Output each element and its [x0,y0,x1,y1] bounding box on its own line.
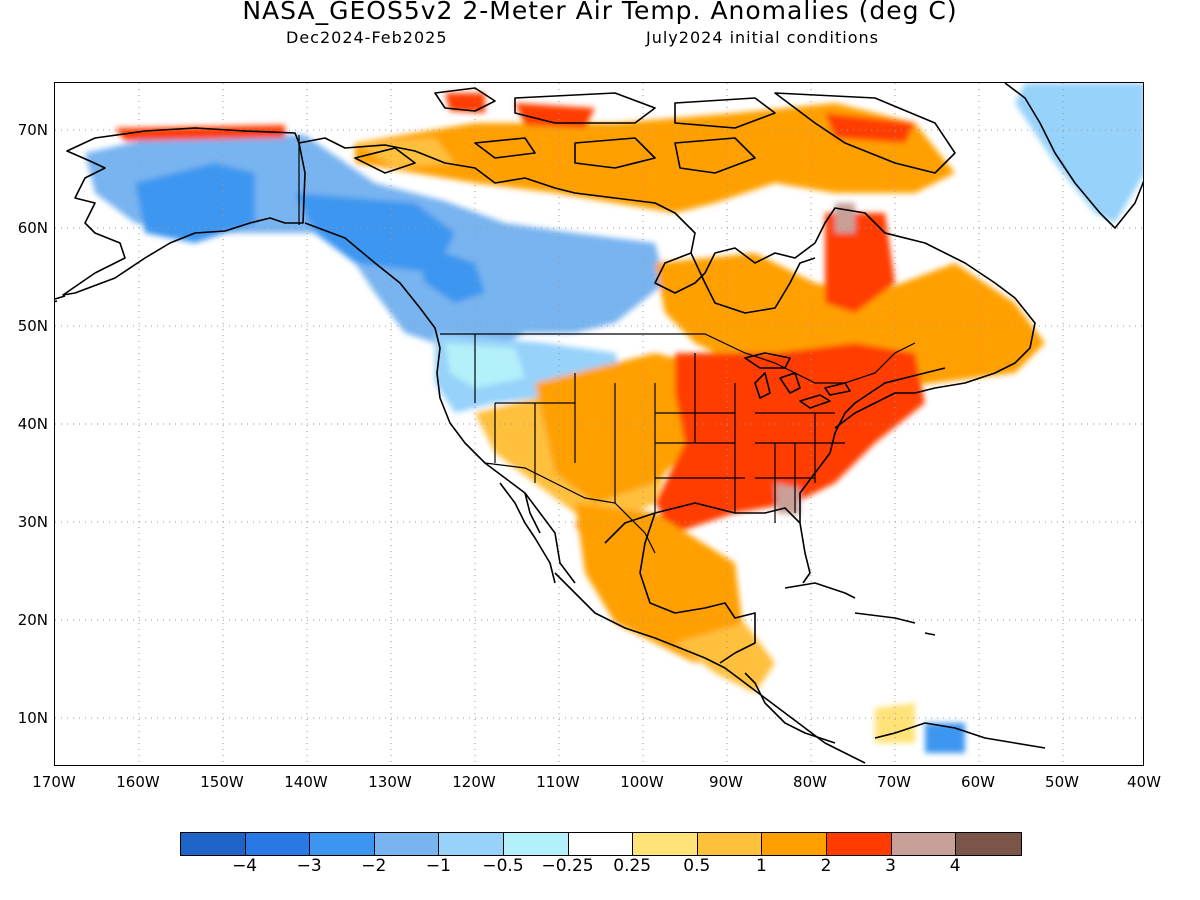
colorbar-tick-label: −4 [232,856,258,876]
colorbar-swatch [697,833,763,855]
colorbar-tick-label: −2 [361,856,387,876]
cold-core-alaska [135,163,255,243]
colorbar-tick-label: 3 [885,856,896,876]
lon-tick-label: 140W [284,773,328,791]
colorbar-tick-label: −0.5 [482,856,524,876]
warm-region-central-america [675,623,775,693]
lat-tick-label: 60N [17,219,48,237]
coast-caribbean [784,582,1046,749]
lon-tick-label: 90W [709,773,743,791]
coast-central-america [744,672,836,744]
colorbar-tick-label: 4 [949,856,961,876]
cold-core-yukon [295,193,455,273]
lon-tick-label: 70W [877,773,911,791]
political-borders [298,135,916,554]
very-hot-patch-quebec [835,203,855,233]
coast-east [799,367,946,523]
lat-tick-label: 20N [17,611,48,629]
colorbar-tick-label: 1 [755,856,767,876]
very-hot-patch-southeast [775,483,800,515]
colorbar-tick-label: −0.25 [541,856,594,876]
colorbar-swatch [633,833,698,855]
coast-west [304,222,576,584]
border-state-west [474,334,656,513]
lon-tick-label: 80W [793,773,827,791]
colorbar-swatch [568,833,634,855]
cool-region-greenland [1015,83,1143,223]
season-label: Dec2024-Feb2025 [286,28,448,47]
cool-patch-caribbean [925,723,965,753]
border-state-east [755,412,845,523]
lon-tick-label: 110W [536,773,580,791]
gridlines [55,83,1143,765]
chart-title: NASA_GEOS5v2 2-Meter Air Temp. Anomalies… [242,0,958,25]
colorbar-swatch [956,833,1021,855]
coastlines [55,83,1143,764]
coast-great-lakes [744,352,851,409]
coast-arctic-islands [354,87,956,174]
warm-region-mexico [575,503,745,663]
colorbar-swatch [181,833,246,855]
warm-patch-caribbean [875,703,915,743]
colorbar-swatch [762,833,827,855]
colorbar-swatch [503,833,569,855]
colorbar-swatch [891,833,957,855]
hot-patch-arctic-2 [515,103,595,128]
lon-tick-label: 100W [620,773,664,791]
lon-tick-label: 120W [452,773,496,791]
lon-tick-label: 50W [1045,773,1079,791]
colorbar-tick-label: 0.25 [613,856,652,876]
coast-alaska [62,127,306,296]
lat-tick-label: 10N [17,709,48,727]
colorbar-tick-label: 2 [820,856,832,876]
lon-tick-label: 40W [1127,773,1161,791]
hot-patch-north [115,125,285,141]
colorbar-tick-label: −3 [296,856,322,876]
coast-baja [499,482,556,584]
lon-tick-label: 170W [32,773,76,791]
cold-core-bc [415,243,485,303]
colorbar-tick-label: 0.5 [683,856,711,876]
lon-tick-label: 150W [200,773,244,791]
map-panel [54,82,1144,766]
colorbar-swatch [826,833,892,855]
lat-tick-label: 70N [17,121,48,139]
lon-tick-label: 160W [116,773,160,791]
initial-conditions-label: July2024 initial conditions [646,28,879,47]
coast-gulf [604,502,811,664]
coast-canada-north [298,137,1036,429]
border-state-central [655,353,745,513]
coolest-region-pnw [445,343,525,388]
hot-patch-arctic-3 [825,113,915,143]
lon-tick-label: 130W [368,773,412,791]
lon-tick-label: 60W [961,773,995,791]
coast-greenland [1004,83,1143,229]
lat-tick-label: 30N [17,513,48,531]
lat-tick-label: 50N [17,317,48,335]
coast-hudson-bay [690,252,816,314]
anomaly-map [55,83,1143,765]
colorbar-tick-label: −1 [425,856,451,876]
colorbar-swatch [245,833,311,855]
border-us-canada [440,333,916,384]
colorbar [180,832,1022,856]
colorbar-swatch [374,833,440,855]
lat-tick-label: 40N [17,415,48,433]
colorbar-swatch [310,833,375,855]
colorbar-swatch [439,833,504,855]
hot-region-eastus [655,343,925,533]
coast-aleutians [55,295,66,303]
hot-region-quebec [825,213,895,313]
border-us-mexico [484,462,656,554]
